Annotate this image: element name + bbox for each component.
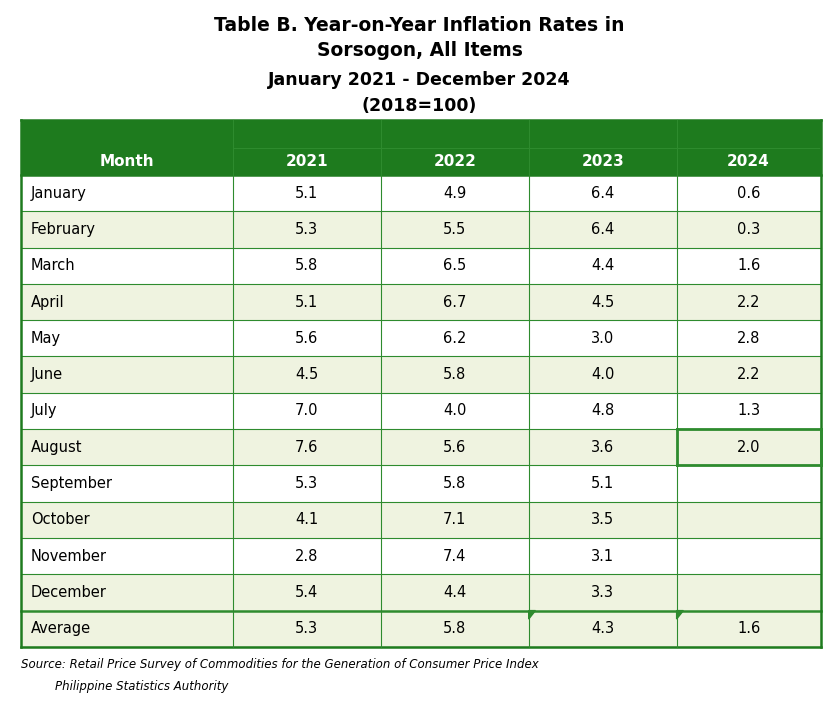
Text: 5.8: 5.8 (443, 621, 466, 636)
Text: Table B. Year-on-Year Inflation Rates in: Table B. Year-on-Year Inflation Rates in (214, 16, 625, 35)
Text: August: August (31, 440, 82, 455)
Text: June: June (31, 367, 63, 382)
Text: 5.1: 5.1 (295, 186, 319, 201)
Text: 2022: 2022 (433, 154, 477, 169)
Text: 6.2: 6.2 (443, 331, 466, 346)
Text: 3.3: 3.3 (591, 585, 614, 600)
Text: 5.3: 5.3 (295, 476, 318, 491)
Text: November: November (31, 549, 107, 563)
Text: February: February (31, 222, 96, 237)
Text: October: October (31, 513, 90, 527)
Text: 2.0: 2.0 (737, 440, 760, 455)
Text: May: May (31, 331, 61, 346)
Text: January: January (31, 186, 87, 201)
Text: 5.6: 5.6 (443, 440, 466, 455)
Text: 1.3: 1.3 (737, 404, 760, 419)
Text: 3.6: 3.6 (591, 440, 614, 455)
Text: 3.5: 3.5 (591, 513, 614, 527)
Text: 4.4: 4.4 (443, 585, 466, 600)
Text: 4.5: 4.5 (591, 295, 614, 310)
Text: 6.7: 6.7 (443, 295, 466, 310)
Text: April: April (31, 295, 65, 310)
Text: 7.6: 7.6 (295, 440, 319, 455)
Text: 7.4: 7.4 (443, 549, 466, 563)
Text: 2023: 2023 (581, 154, 624, 169)
Text: December: December (31, 585, 107, 600)
Text: 5.6: 5.6 (295, 331, 319, 346)
Text: 2.2: 2.2 (737, 367, 760, 382)
Text: 1.6: 1.6 (737, 258, 760, 273)
Text: 5.5: 5.5 (443, 222, 466, 237)
Text: 4.8: 4.8 (591, 404, 614, 419)
Text: 7.1: 7.1 (443, 513, 466, 527)
Text: July: July (31, 404, 58, 419)
Text: 5.8: 5.8 (443, 367, 466, 382)
Text: 1.6: 1.6 (737, 621, 760, 636)
Text: 5.3: 5.3 (295, 621, 318, 636)
Text: 4.3: 4.3 (591, 621, 614, 636)
Text: 6.5: 6.5 (443, 258, 466, 273)
Text: January 2021 - December 2024: January 2021 - December 2024 (268, 71, 571, 88)
Text: 4.0: 4.0 (443, 404, 466, 419)
Text: 5.4: 5.4 (295, 585, 319, 600)
Text: 2024: 2024 (727, 154, 770, 169)
Text: (2018=100): (2018=100) (362, 97, 477, 115)
Text: Philippine Statistics Authority: Philippine Statistics Authority (55, 680, 228, 693)
Text: 7.0: 7.0 (295, 404, 319, 419)
Text: 3.1: 3.1 (591, 549, 614, 563)
Text: Source: Retail Price Survey of Commodities for the Generation of Consumer Price : Source: Retail Price Survey of Commoditi… (21, 658, 539, 670)
Text: 4.4: 4.4 (591, 258, 614, 273)
Text: 4.9: 4.9 (443, 186, 466, 201)
Text: 2021: 2021 (285, 154, 328, 169)
Text: 2.8: 2.8 (737, 331, 760, 346)
Text: 0.6: 0.6 (737, 186, 760, 201)
Text: 6.4: 6.4 (591, 186, 614, 201)
Text: 6.4: 6.4 (591, 222, 614, 237)
Text: 0.3: 0.3 (737, 222, 760, 237)
Text: 2.2: 2.2 (737, 295, 760, 310)
Text: 5.1: 5.1 (295, 295, 319, 310)
Text: September: September (31, 476, 112, 491)
Text: 2.8: 2.8 (295, 549, 319, 563)
Text: 4.1: 4.1 (295, 513, 319, 527)
Text: Month: Month (100, 154, 154, 169)
Text: 4.0: 4.0 (591, 367, 614, 382)
Text: Sorsogon, All Items: Sorsogon, All Items (316, 41, 523, 60)
Text: 3.0: 3.0 (591, 331, 614, 346)
Text: Average: Average (31, 621, 91, 636)
Text: March: March (31, 258, 76, 273)
Text: 5.1: 5.1 (591, 476, 614, 491)
Text: 5.3: 5.3 (295, 222, 318, 237)
Text: 5.8: 5.8 (443, 476, 466, 491)
Text: 5.8: 5.8 (295, 258, 319, 273)
Text: 4.5: 4.5 (295, 367, 319, 382)
